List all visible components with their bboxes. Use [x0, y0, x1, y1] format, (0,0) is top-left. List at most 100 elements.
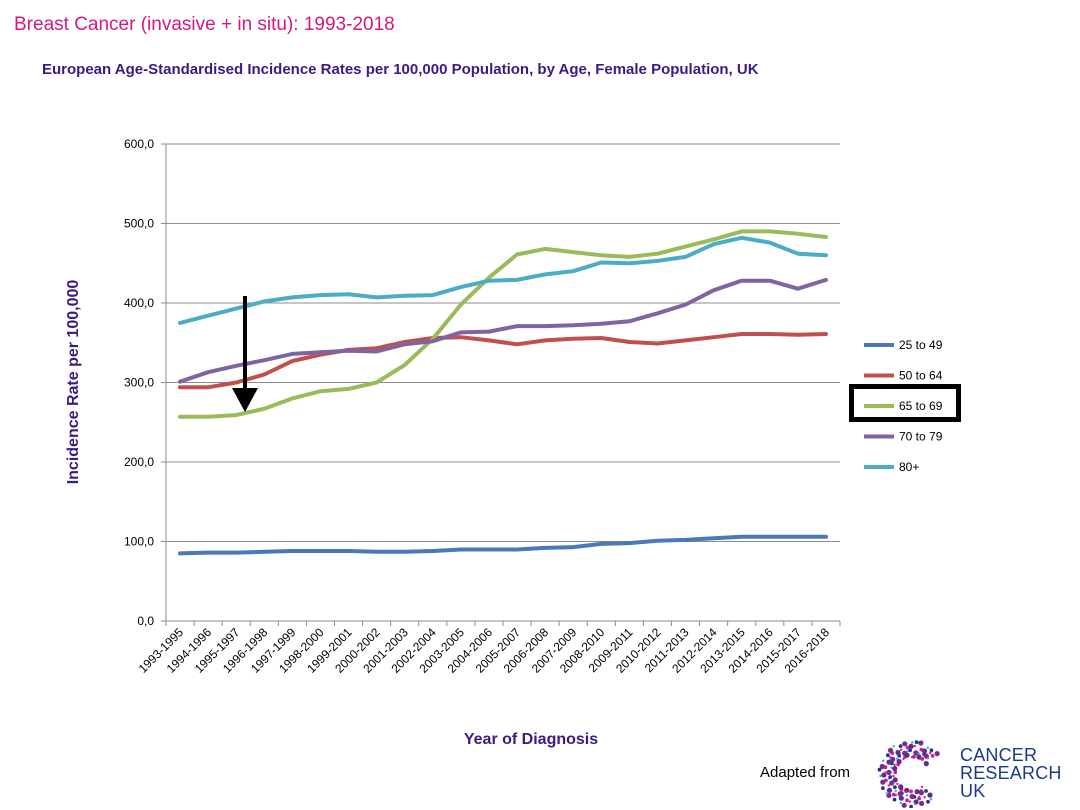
logo-dot	[917, 752, 920, 755]
logo-dot	[914, 789, 920, 795]
series-line-25-to-49	[178, 534, 828, 556]
logo-dot	[890, 766, 893, 769]
logo-dot	[918, 740, 924, 746]
logo-dot	[887, 784, 890, 787]
logo-dot	[904, 790, 907, 793]
logo-dot	[892, 745, 895, 748]
logo-dot	[923, 761, 929, 767]
y-tick-label: 300,0	[124, 376, 154, 390]
logo-dot	[921, 748, 928, 754]
logo-dot	[914, 790, 917, 793]
legend-label: 80+	[899, 460, 919, 474]
logo-line: CANCER	[960, 745, 1038, 765]
logo-line: UK	[960, 781, 986, 801]
y-tick-label: 500,0	[124, 217, 154, 231]
logo-dot	[926, 757, 930, 760]
legend-label: 25 to 49	[899, 338, 943, 352]
logo-dot	[898, 784, 904, 790]
logo-dot	[908, 800, 912, 803]
y-axis-title: Incidence Rate per 100,000	[65, 280, 82, 485]
logo-dot	[879, 774, 882, 778]
logo-dot	[897, 791, 903, 797]
logo-dot	[913, 802, 917, 806]
logo-dot	[905, 745, 910, 750]
y-tick-label: 0,0	[137, 614, 154, 628]
logo-dot	[886, 759, 892, 765]
chart-title: Breast Cancer (invasive + in situ): 1993…	[14, 14, 395, 35]
logo-dot	[877, 767, 882, 772]
logo-dot	[929, 748, 934, 753]
logo-dot	[905, 798, 909, 803]
logo-dot	[889, 780, 895, 786]
logo-dot	[920, 785, 924, 789]
logo-dot	[886, 769, 892, 775]
logo-line: RESEARCH	[960, 763, 1062, 783]
logo-dot	[899, 801, 902, 805]
logo-dot	[881, 772, 887, 778]
chart-subtitle: European Age-Standardised Incidence Rate…	[42, 61, 759, 78]
logo-dot	[914, 740, 919, 745]
logo-dot	[923, 796, 926, 799]
logo-dot	[929, 798, 933, 801]
logo-dot	[902, 741, 908, 747]
credit-text: Adapted from	[760, 764, 851, 781]
logo-dot	[898, 795, 904, 801]
y-tick-label: 400,0	[124, 296, 154, 310]
logo-dot	[885, 792, 889, 795]
logo-dot	[908, 743, 914, 749]
logo-dot	[929, 751, 932, 755]
logo-dot	[894, 789, 897, 792]
logo-dot	[898, 744, 903, 748]
logo-dot	[892, 777, 898, 783]
logo-dot	[913, 750, 919, 756]
logo-dot	[919, 800, 925, 806]
logo-dot	[886, 753, 890, 758]
y-tick-label: 100,0	[124, 535, 154, 549]
logo-dot	[896, 782, 899, 786]
logo-dot	[884, 771, 887, 774]
x-axis-title: Year of Diagnosis	[464, 731, 598, 748]
annotation-arrow-head	[232, 388, 258, 412]
logo-dot	[911, 741, 914, 744]
logo-dot	[881, 786, 885, 790]
logo-dot	[888, 775, 893, 779]
logo-dot	[892, 797, 897, 802]
logo-dot	[879, 763, 885, 770]
logo-dot	[909, 804, 913, 808]
logo-dot	[901, 802, 907, 808]
logo-dot	[926, 746, 930, 749]
logo-dot	[892, 774, 895, 778]
logo-dot	[882, 759, 885, 762]
logo-dot	[909, 793, 915, 800]
logo-dot	[904, 752, 910, 758]
logo-dot	[917, 796, 921, 801]
y-tick-label: 600,0	[124, 137, 154, 151]
logo-dot	[905, 794, 909, 797]
logo-dot	[891, 792, 896, 797]
legend-highlight-box	[849, 384, 961, 422]
logo-dot	[893, 785, 897, 789]
legend-label: 65 to 69	[899, 399, 943, 413]
cancer-research-uk-logo	[877, 740, 940, 808]
logo-dot	[892, 765, 898, 772]
logo-dot	[924, 789, 928, 793]
logo-dot	[893, 770, 898, 775]
logo-dot	[899, 748, 903, 751]
logo-text: CANCER RESEARCH UK	[960, 746, 1062, 800]
y-tick-label: 200,0	[124, 455, 154, 469]
series-line-80+	[178, 235, 828, 325]
logo-dot	[930, 754, 935, 758]
logo-dot	[913, 744, 916, 748]
legend-label: 70 to 79	[899, 430, 943, 444]
logo-dot	[895, 749, 901, 756]
logo-dot	[927, 792, 933, 798]
logo-dot	[912, 754, 916, 759]
series-line-70-to-79	[178, 277, 828, 384]
logo-dot	[908, 748, 912, 753]
logo-dot	[886, 787, 893, 793]
legend-label: 50 to 64	[899, 369, 943, 383]
series-line-65-to-69	[178, 229, 828, 419]
logo-dot	[890, 756, 896, 762]
logo-dot	[887, 747, 894, 753]
